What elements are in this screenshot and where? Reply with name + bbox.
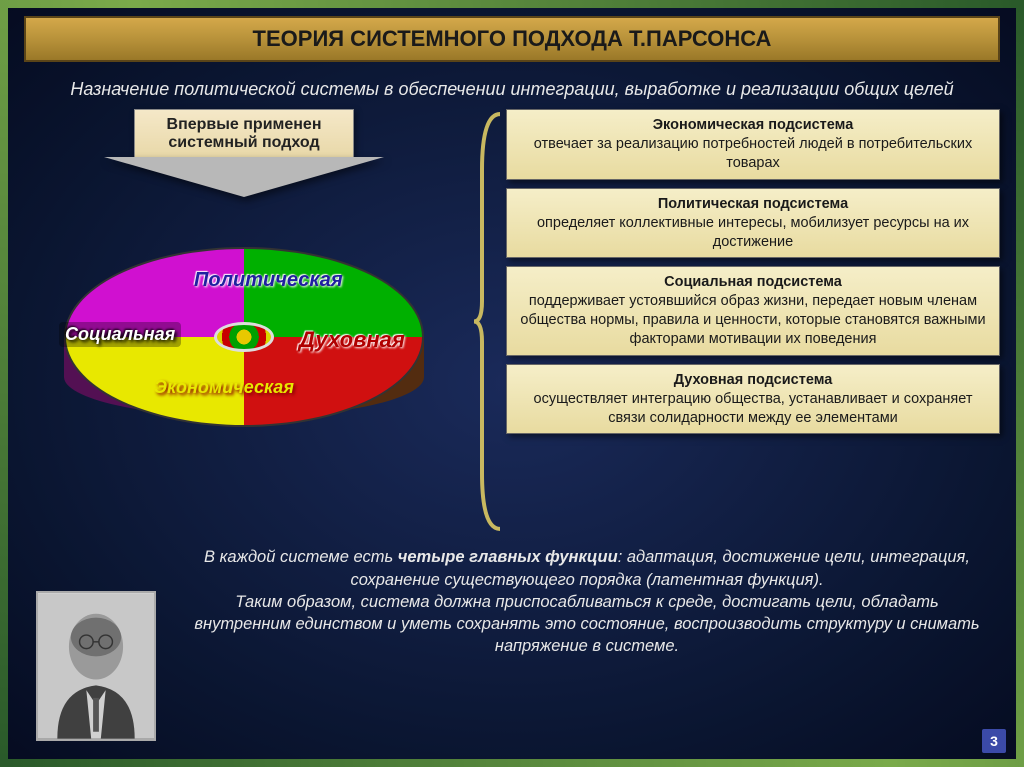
portrait-photo [36,591,156,741]
box-title: Экономическая подсистема [519,116,987,135]
pie-label-political: Политическая [194,269,343,292]
arrow-down-icon [104,157,384,197]
right-column: Экономическая подсистема отвечает за реа… [472,109,1000,534]
bottom-p1a: В каждой системе есть [204,548,398,566]
bottom-p2: Таким образом, система должна приспосабл… [194,593,979,656]
title-bar: ТЕОРИЯ СИСТЕМНОГО ПОДХОДА Т.ПАРСОНСА [24,16,1000,62]
pie-label-economic: Экономическая [154,377,294,398]
bottom-p1b: четыре главных функции [398,548,618,566]
box-economic: Экономическая подсистема отвечает за реа… [506,109,1000,180]
curly-brace-icon [472,109,502,534]
pie-label-spiritual: Духовная [299,327,405,353]
bottom-paragraph: В каждой системе есть четыре главных фун… [8,534,1016,665]
box-political: Политическая подсистема определяет колле… [506,188,1000,259]
box-title: Духовная подсистема [519,371,987,390]
arrow-callout: Впервые применен системный подход [134,109,354,159]
main-content: Впервые применен системный подход Полити… [8,109,1016,534]
box-spiritual: Духовная подсистема осуществляет интегра… [506,364,1000,435]
box-title: Социальная подсистема [519,273,987,292]
pie-label-social: Социальная [59,322,181,347]
box-social: Социальная подсистема поддерживает устоя… [506,266,1000,355]
box-title: Политическая подсистема [519,195,987,214]
subsystem-boxes: Экономическая подсистема отвечает за реа… [506,109,1000,534]
box-text: определяет коллективные интересы, мобили… [537,215,969,250]
page-number-badge: 3 [982,729,1006,753]
box-text: осуществляет интеграцию общества, устана… [534,391,973,426]
subtitle-text: Назначение политической системы в обеспе… [8,70,1016,109]
left-column: Впервые применен системный подход Полити… [24,109,464,534]
pie-chart: Политическая Духовная Экономическая Соци… [54,207,434,467]
box-text: поддерживает устоявшийся образ жизни, пе… [520,293,985,347]
box-text: отвечает за реализацию потребностей люде… [534,136,972,171]
